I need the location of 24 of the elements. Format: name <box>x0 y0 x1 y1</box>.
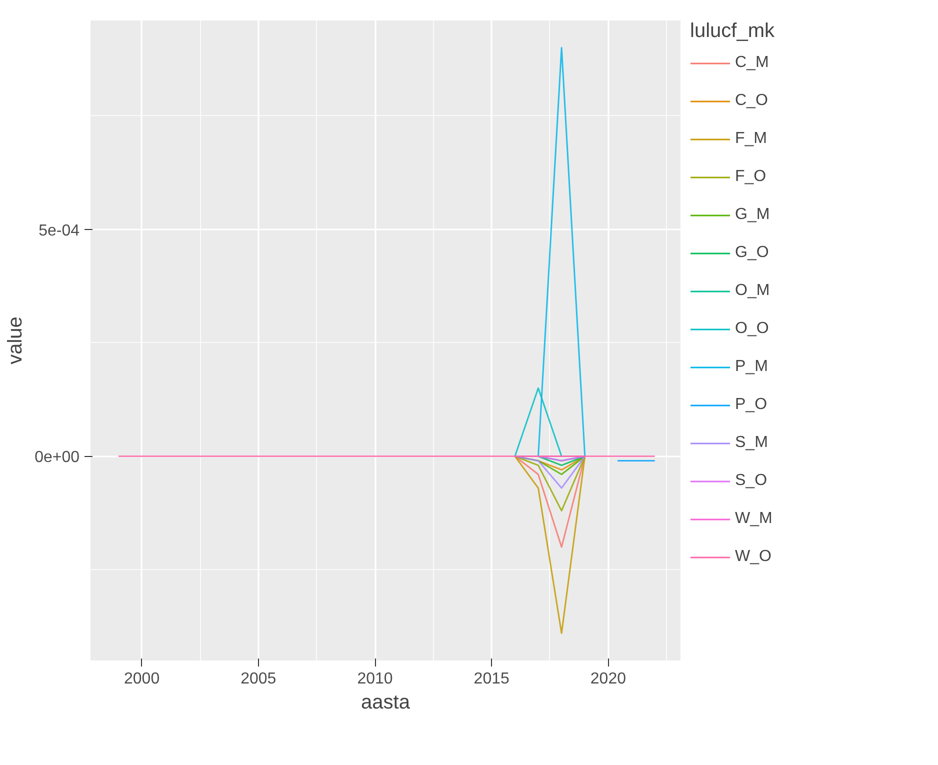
legend-label: P_O <box>735 395 768 415</box>
legend-label: W_M <box>735 509 772 529</box>
x-tick-label: 2015 <box>474 670 510 688</box>
legend-label: F_M <box>735 129 767 149</box>
legend-label: F_O <box>735 167 766 187</box>
x-tick-label: 2010 <box>357 670 393 688</box>
y-axis-title: value <box>4 316 27 364</box>
x-tick-label: 2000 <box>124 670 160 688</box>
legend-label: G_O <box>735 243 769 263</box>
x-axis-title: aasta <box>361 692 411 714</box>
y-tick-label: 5e-04 <box>38 222 80 240</box>
legend-label: P_M <box>735 357 768 377</box>
legend-label: S_O <box>735 471 768 491</box>
legend-label: C_M <box>735 53 769 73</box>
x-tick-label: 2005 <box>240 670 276 688</box>
y-tick-label: 0e+00 <box>34 449 80 466</box>
legend-label: O_M <box>735 281 770 301</box>
legend-label: O_O <box>735 319 769 339</box>
legend-label: G_M <box>735 205 770 225</box>
x-tick-label: 2020 <box>590 670 626 688</box>
legend-label: C_O <box>735 91 768 111</box>
legend-label: W_O <box>735 547 772 567</box>
legend-label: S_M <box>735 433 768 453</box>
legend-title: lulucf_mk <box>690 20 774 43</box>
